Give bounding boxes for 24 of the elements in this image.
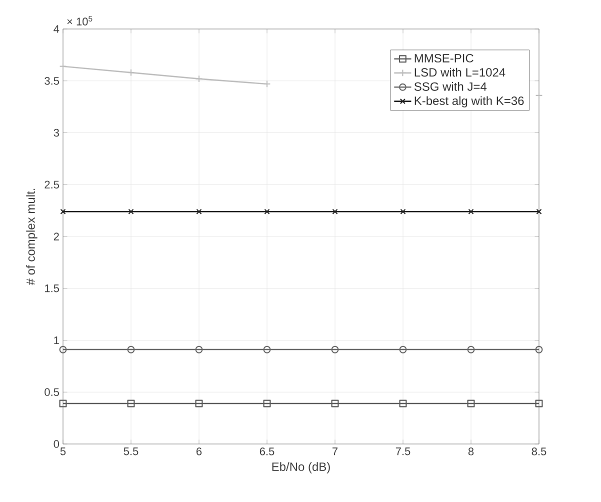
x-axis-title: Eb/No (dB)	[272, 462, 330, 474]
y-tick-label: 3.5	[44, 76, 60, 85]
y-tick-label: 1.5	[45, 284, 60, 292]
y-axis-title: # of complex mult.	[26, 188, 38, 286]
y-tick-label: 3	[54, 128, 59, 137]
x-tick-label: 5	[60, 448, 66, 456]
x-tick-label: 8	[468, 448, 474, 456]
y-tick-label: 0.5	[44, 388, 60, 396]
y-tick-label: 1	[54, 336, 59, 344]
legend-label: SSG with J=4	[414, 82, 487, 91]
text: × 10$^{5}$	[67, 16, 92, 26]
y-tick-label: 4	[54, 25, 60, 33]
legend-label: K-best alg with K=36	[414, 96, 524, 108]
x-tick-label: 6.5	[260, 448, 274, 456]
x-tick-label: 7	[332, 448, 338, 456]
legend-label: LSD with L=1024	[414, 68, 506, 77]
x-tick-label: 6	[196, 448, 202, 456]
legend-label: MMSE-PIC	[414, 54, 474, 62]
y-tick-label: 0	[54, 440, 60, 448]
y-tick-label: 2.5	[44, 180, 60, 189]
y-tick-label: 2	[54, 232, 59, 240]
x-tick-label: 5.5	[124, 448, 138, 456]
x-tick-label: 8.5	[532, 448, 546, 456]
x-tick-label: 7.5	[396, 448, 410, 456]
